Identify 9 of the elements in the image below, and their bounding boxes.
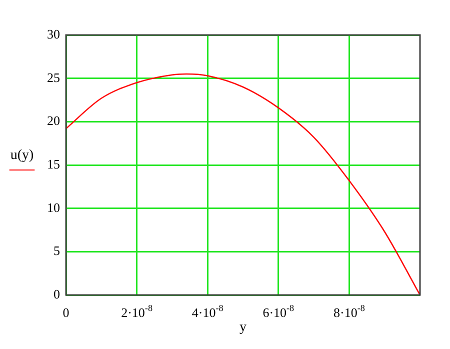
y-tick-label: 5 <box>54 243 60 258</box>
y-tick-label: 30 <box>47 26 60 42</box>
y-tick-label: 15 <box>47 156 60 172</box>
y-tick-label: 10 <box>47 200 60 215</box>
y-axis-title: u(y) <box>10 148 34 163</box>
y-tick-label: 25 <box>47 70 60 85</box>
y-tick-label: 0 <box>54 286 60 302</box>
y-tick-label: 20 <box>47 113 60 128</box>
x-axis-title: y <box>240 320 246 335</box>
